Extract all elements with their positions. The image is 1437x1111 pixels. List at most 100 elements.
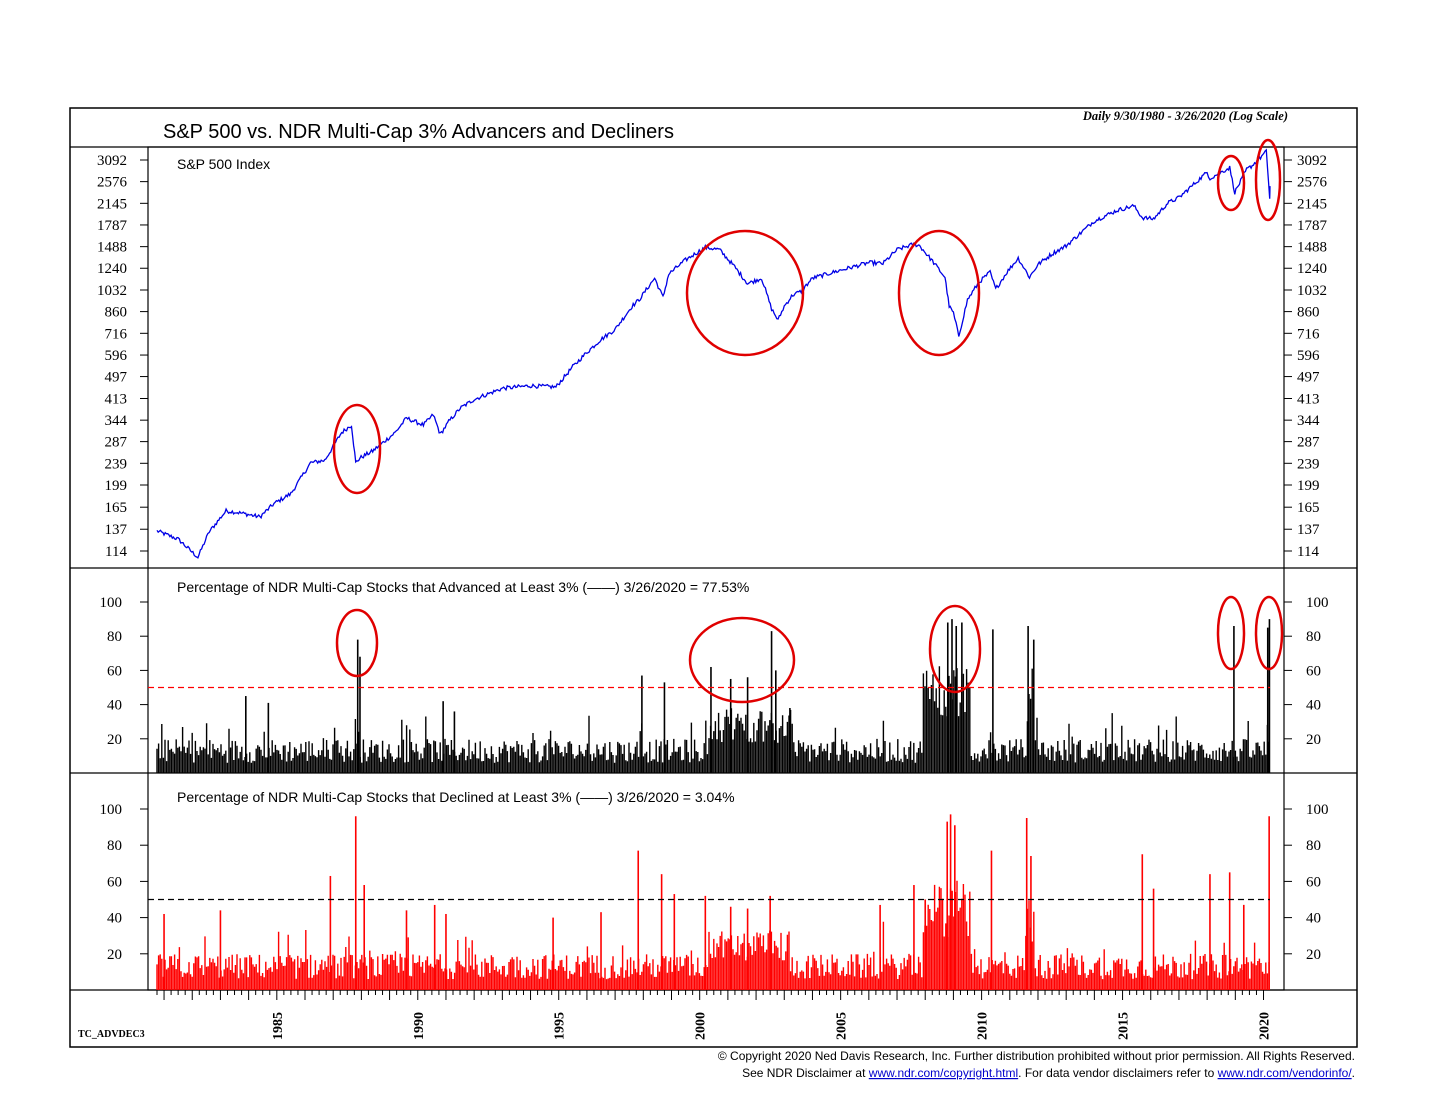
x-tick-label: 2010 (976, 1012, 991, 1040)
highlight-circle (332, 403, 382, 495)
highlight-circle (897, 229, 981, 357)
sp500-tick-label-right: 137 (1297, 522, 1320, 538)
advanced-tick-label-right: 80 (1306, 629, 1321, 645)
sp500-tick-label-right: 497 (1297, 370, 1320, 386)
date-range-note: Daily 9/30/1980 - 3/26/2020 (Log Scale) (1082, 109, 1288, 123)
declined-tick-label-right: 80 (1306, 838, 1321, 854)
highlight-circle (1254, 138, 1282, 222)
advanced-tick-label-right: 40 (1306, 698, 1321, 714)
x-tick-label: 1985 (271, 1012, 286, 1040)
sp500-tick-label-left: 596 (105, 348, 128, 364)
highlight-circle (1216, 595, 1246, 671)
declined-tick-label-right: 40 (1306, 911, 1321, 927)
advanced-bars (156, 619, 1271, 773)
copyright-line-2-post: . (1352, 1066, 1355, 1080)
vendor-info-link[interactable]: www.ndr.com/vendorinfo/ (1217, 1066, 1353, 1080)
sp500-tick-label-left: 165 (105, 500, 128, 516)
declined-tick-label-left: 80 (107, 838, 122, 854)
x-tick-label: 2015 (1117, 1012, 1132, 1040)
chart-code: TC_ADVDEC3 (78, 1029, 145, 1040)
sp500-tick-label-right: 239 (1297, 456, 1320, 472)
sp500-tick-label-right: 860 (1297, 305, 1320, 321)
x-tick-label: 2005 (835, 1012, 850, 1040)
copyright-line-1: © Copyright 2020 Ned Davis Research, Inc… (718, 1049, 1355, 1063)
advanced-tick-label-left: 40 (107, 698, 122, 714)
sp500-tick-label-left: 3092 (97, 153, 127, 169)
sp500-tick-label-left: 2576 (97, 175, 128, 191)
advanced-tick-label-right: 20 (1306, 732, 1321, 748)
advanced-y-axis: 100 100 80 80 60 60 40 40 20 20 (100, 595, 1329, 748)
sp500-tick-label-left: 497 (105, 370, 128, 386)
sp500-y-axis: 3092 3092 2576 2576 2145 2145 1787 1787 1488 1488… (97, 153, 1328, 560)
advanced-tick-label-left: 100 (100, 595, 123, 611)
sp500-tick-label-left: 1488 (97, 240, 127, 256)
sp500-tick-label-right: 2576 (1297, 175, 1328, 191)
declined-tick-label-left: 60 (107, 874, 122, 890)
sp500-tick-label-left: 1240 (97, 261, 127, 277)
advanced-tick-label-left: 20 (107, 732, 122, 748)
advanced-tick-label-left: 60 (107, 663, 122, 679)
copyright-line-2-mid: . For data vendor disclaimers refer to (1018, 1066, 1217, 1080)
sp500-tick-label-left: 199 (105, 478, 128, 494)
sp500-tick-label-left: 287 (105, 435, 128, 451)
sp500-line (156, 148, 1271, 559)
sp500-tick-label-left: 1032 (97, 283, 127, 299)
x-tick-label: 1990 (412, 1012, 427, 1040)
sp500-tick-label-left: 413 (105, 391, 128, 407)
sp500-tick-label-left: 2145 (97, 196, 127, 212)
declined-label: Percentage of NDR Multi-Cap Stocks that … (177, 789, 735, 805)
highlight-circle (1216, 154, 1246, 212)
x-tick-label: 1995 (553, 1012, 568, 1040)
sp500-tick-label-right: 413 (1297, 391, 1320, 407)
declined-tick-label-right: 20 (1306, 947, 1321, 963)
copyright-line-2-pre: See NDR Disclaimer at (742, 1066, 869, 1080)
sp500-tick-label-right: 114 (1297, 544, 1319, 560)
sp500-tick-label-right: 2145 (1297, 196, 1327, 212)
declined-tick-label-right: 60 (1306, 874, 1321, 890)
sp500-tick-label-left: 1787 (97, 218, 128, 234)
sp500-tick-label-right: 1240 (1297, 261, 1327, 277)
advanced-noise-bars (156, 666, 1270, 773)
highlight-circles (332, 138, 1284, 704)
declined-noise-bars (156, 880, 1270, 990)
copyright-link[interactable]: www.ndr.com/copyright.html (868, 1066, 1018, 1080)
declined-tick-label-left: 100 (100, 802, 123, 818)
chart-title: S&P 500 vs. NDR Multi-Cap 3% Advancers a… (163, 121, 674, 143)
declined-tick-label-left: 20 (107, 947, 122, 963)
declined-y-axis: 100 100 80 80 60 60 40 40 20 20 (100, 802, 1329, 963)
advanced-tick-label-left: 80 (107, 629, 122, 645)
highlight-circle (685, 229, 805, 357)
sp500-tick-label-right: 344 (1297, 413, 1320, 429)
sp500-label: S&P 500 Index (177, 156, 270, 172)
sp500-tick-label-left: 137 (105, 522, 128, 538)
sp500-tick-label-right: 716 (1297, 326, 1320, 342)
x-tick-label: 2020 (1258, 1012, 1273, 1040)
x-axis: 1985 1990 1995 2000 2005 2010 2015 2020 (156, 990, 1273, 1040)
sp500-tick-label-right: 3092 (1297, 153, 1327, 169)
sp500-tick-label-right: 287 (1297, 435, 1320, 451)
threshold-lines (148, 686, 1270, 901)
advanced-tick-label-right: 60 (1306, 663, 1321, 679)
sp500-tick-label-right: 596 (1297, 348, 1320, 364)
sp500-tick-label-right: 1032 (1297, 283, 1327, 299)
highlight-circle (335, 608, 379, 678)
sp500-tick-label-right: 1488 (1297, 240, 1327, 256)
sp500-tick-label-left: 114 (105, 544, 127, 560)
declined-bars (156, 814, 1270, 990)
sp500-tick-label-left: 344 (105, 413, 128, 429)
copyright-line-2: See NDR Disclaimer at www.ndr.com/copyri… (742, 1066, 1355, 1080)
sp500-tick-label-left: 239 (105, 456, 128, 472)
highlight-circle (688, 616, 796, 704)
sp500-tick-label-right: 165 (1297, 500, 1320, 516)
sp500-tick-label-right: 1787 (1297, 218, 1328, 234)
x-tick-label: 2000 (694, 1012, 709, 1040)
advanced-label: Percentage of NDR Multi-Cap Stocks that … (177, 579, 749, 595)
sp500-line-group (156, 148, 1271, 559)
declined-tick-label-left: 40 (107, 911, 122, 927)
sp500-tick-label-right: 199 (1297, 478, 1320, 494)
highlight-circle (1254, 595, 1284, 671)
advanced-tick-label-right: 100 (1306, 595, 1329, 611)
highlight-circle (928, 604, 982, 694)
sp500-tick-label-left: 716 (105, 326, 128, 342)
